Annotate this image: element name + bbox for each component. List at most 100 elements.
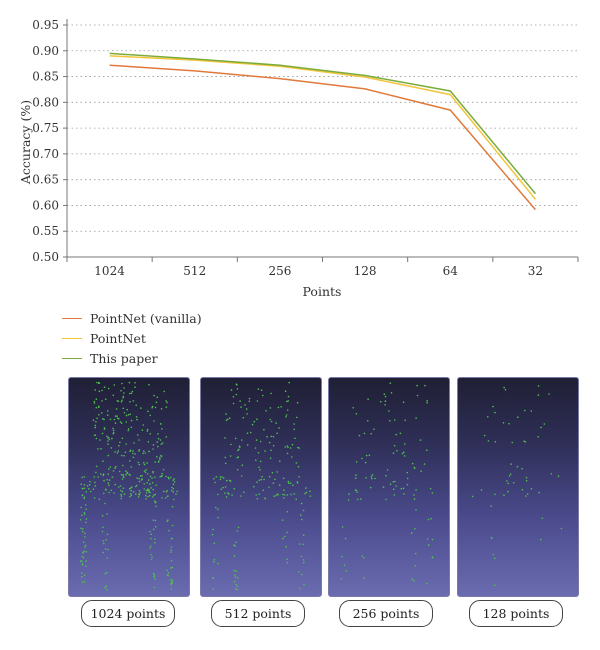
point bbox=[360, 498, 362, 500]
point bbox=[82, 528, 84, 530]
point bbox=[106, 414, 109, 416]
point bbox=[145, 492, 148, 494]
point bbox=[123, 476, 125, 479]
point bbox=[300, 518, 303, 521]
point bbox=[167, 574, 169, 577]
point bbox=[548, 393, 550, 395]
point bbox=[298, 543, 301, 545]
point bbox=[103, 428, 106, 430]
point bbox=[127, 428, 130, 430]
point bbox=[156, 396, 159, 399]
point bbox=[166, 401, 168, 404]
point bbox=[120, 493, 122, 496]
point bbox=[507, 482, 509, 485]
point bbox=[102, 551, 104, 554]
point bbox=[94, 481, 96, 484]
point bbox=[161, 472, 163, 475]
point bbox=[416, 384, 418, 387]
point bbox=[419, 439, 422, 441]
point bbox=[270, 435, 273, 438]
point bbox=[537, 394, 540, 396]
point bbox=[129, 495, 131, 498]
point bbox=[258, 493, 260, 495]
point bbox=[130, 392, 133, 395]
point bbox=[355, 489, 358, 492]
point bbox=[107, 548, 109, 551]
point bbox=[154, 493, 156, 496]
point bbox=[106, 478, 108, 481]
point bbox=[543, 423, 546, 425]
point bbox=[512, 482, 515, 484]
point bbox=[175, 493, 177, 495]
point bbox=[410, 532, 413, 534]
point bbox=[114, 422, 117, 424]
point bbox=[134, 485, 137, 488]
point bbox=[541, 517, 543, 519]
point bbox=[129, 450, 131, 453]
x-tick-label: 512 bbox=[183, 264, 206, 278]
point bbox=[83, 484, 86, 486]
point bbox=[117, 400, 120, 403]
point bbox=[524, 441, 527, 443]
point bbox=[96, 381, 98, 384]
point bbox=[523, 440, 525, 442]
point bbox=[402, 401, 405, 403]
point bbox=[263, 428, 265, 431]
point bbox=[286, 510, 289, 513]
point bbox=[104, 548, 107, 550]
point bbox=[272, 444, 275, 447]
point bbox=[526, 493, 529, 495]
point bbox=[118, 444, 120, 447]
point bbox=[123, 392, 125, 394]
point bbox=[368, 454, 371, 456]
point bbox=[154, 501, 157, 504]
point bbox=[135, 404, 137, 407]
point bbox=[120, 497, 122, 500]
point bbox=[426, 582, 428, 585]
point bbox=[170, 582, 172, 584]
point bbox=[268, 476, 271, 478]
point bbox=[99, 439, 101, 441]
legend-label: This paper bbox=[90, 350, 158, 366]
point bbox=[138, 477, 140, 480]
point bbox=[121, 437, 124, 440]
point bbox=[148, 489, 150, 491]
point bbox=[256, 481, 258, 483]
point bbox=[118, 470, 121, 473]
point bbox=[228, 417, 231, 419]
point bbox=[160, 408, 163, 410]
point bbox=[385, 474, 387, 477]
point bbox=[237, 526, 240, 529]
point bbox=[219, 476, 222, 478]
point bbox=[107, 482, 110, 484]
point bbox=[157, 461, 160, 463]
point bbox=[240, 495, 242, 497]
point bbox=[295, 462, 298, 464]
point bbox=[122, 397, 124, 399]
point bbox=[114, 467, 116, 469]
point-cloud-128 bbox=[457, 377, 579, 597]
point bbox=[343, 564, 346, 567]
point bbox=[240, 475, 243, 477]
point bbox=[130, 489, 132, 492]
point bbox=[159, 475, 161, 478]
point bbox=[144, 471, 147, 473]
sample-label-512: 512 points bbox=[211, 600, 305, 627]
point bbox=[88, 487, 90, 490]
point bbox=[136, 477, 138, 479]
point bbox=[389, 483, 392, 485]
point bbox=[256, 400, 259, 402]
point bbox=[403, 455, 406, 457]
point bbox=[113, 492, 115, 494]
point bbox=[112, 432, 115, 435]
legend-swatch bbox=[62, 317, 82, 319]
point bbox=[122, 464, 124, 467]
point bbox=[244, 404, 246, 406]
point bbox=[404, 443, 406, 445]
point bbox=[212, 588, 214, 591]
point bbox=[107, 440, 109, 442]
point bbox=[279, 460, 281, 462]
point bbox=[362, 577, 365, 579]
point bbox=[299, 587, 301, 590]
point bbox=[374, 477, 376, 480]
